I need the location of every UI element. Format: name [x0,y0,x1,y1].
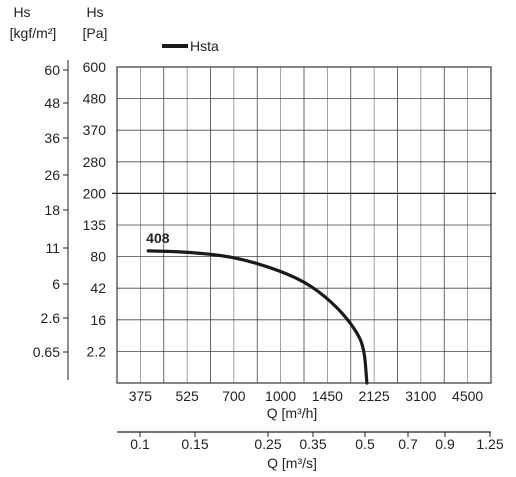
inner-y-tick-label: 600 [83,59,107,75]
inner-y-tick-label: 42 [90,280,106,296]
series-label: 408 [146,230,170,246]
x-secondary-tick-label: 0.9 [435,436,455,452]
x-secondary-tick-label: 0.7 [398,436,418,452]
x-secondary-tick-label: 0.1 [130,436,150,452]
x-primary-tick-label: 2125 [359,388,390,404]
outer-y-tick-label: 48 [44,95,60,111]
curve-layer: 408 [146,230,369,385]
inner-y-tick-label: 280 [83,154,107,170]
legend-label: Hsta [190,38,219,54]
x-primary-tick-label: 3100 [405,388,436,404]
inner-y-axis-title-line1: Hs [86,4,103,20]
inner-y-tick-label: 80 [90,249,106,265]
outer-y-tick-label: 0.65 [33,344,60,360]
x-secondary-tick-label: 0.35 [299,436,326,452]
x-secondary-tick-label: 0.5 [355,436,375,452]
plot-grid [112,66,496,384]
inner-y-tick-label: 200 [83,185,107,201]
outer-y-tick-label: 26 [44,167,60,183]
x-primary-tick-label: 1450 [312,388,343,404]
outer-y-tick-label: 2.6 [41,310,61,326]
x-primary-tick-label: 1000 [265,388,296,404]
outer-y-tick-label: 11 [45,240,60,256]
inner-y-tick-label: 135 [83,217,107,233]
inner-y-tick-label: 370 [83,122,107,138]
outer-y-tick-label: 18 [44,202,60,218]
inner-y-axis-title-line2: [Pa] [83,25,108,41]
outer-y-tick-label: 36 [44,130,60,146]
x-primary-tick-label: 4500 [452,388,483,404]
series-line [146,249,369,385]
x-secondary-tick-label: 0.25 [254,436,281,452]
inner-y-tick-label: 480 [83,91,107,107]
legend: Hsta [162,38,219,54]
x-axis-primary-title: Q [m³/h] [267,405,318,421]
x-secondary-tick-label: 1.25 [476,436,503,452]
outer-y-tick-label: 60 [44,62,60,78]
outer-y-tick-label: 6 [52,276,60,292]
x-primary-tick-label: 700 [222,388,246,404]
inner-y-tick-label: 2.2 [87,343,107,359]
inner-y-tick-label: 16 [90,312,106,328]
x-secondary-tick-label: 0.15 [181,436,208,452]
x-primary-tick-label: 525 [175,388,199,404]
outer-y-axis-title-line1: Hs [13,4,30,20]
axis-ticks: 600 480 370 280 200 135 80 42 16 2.2 60 48 36 26 18 11 6… [33,59,504,452]
outer-y-axis-title-line2: [kgf/m²] [10,25,57,41]
x-primary-tick-label: 375 [129,388,153,404]
x-axis-secondary-title: Q [m³/s] [267,455,317,471]
